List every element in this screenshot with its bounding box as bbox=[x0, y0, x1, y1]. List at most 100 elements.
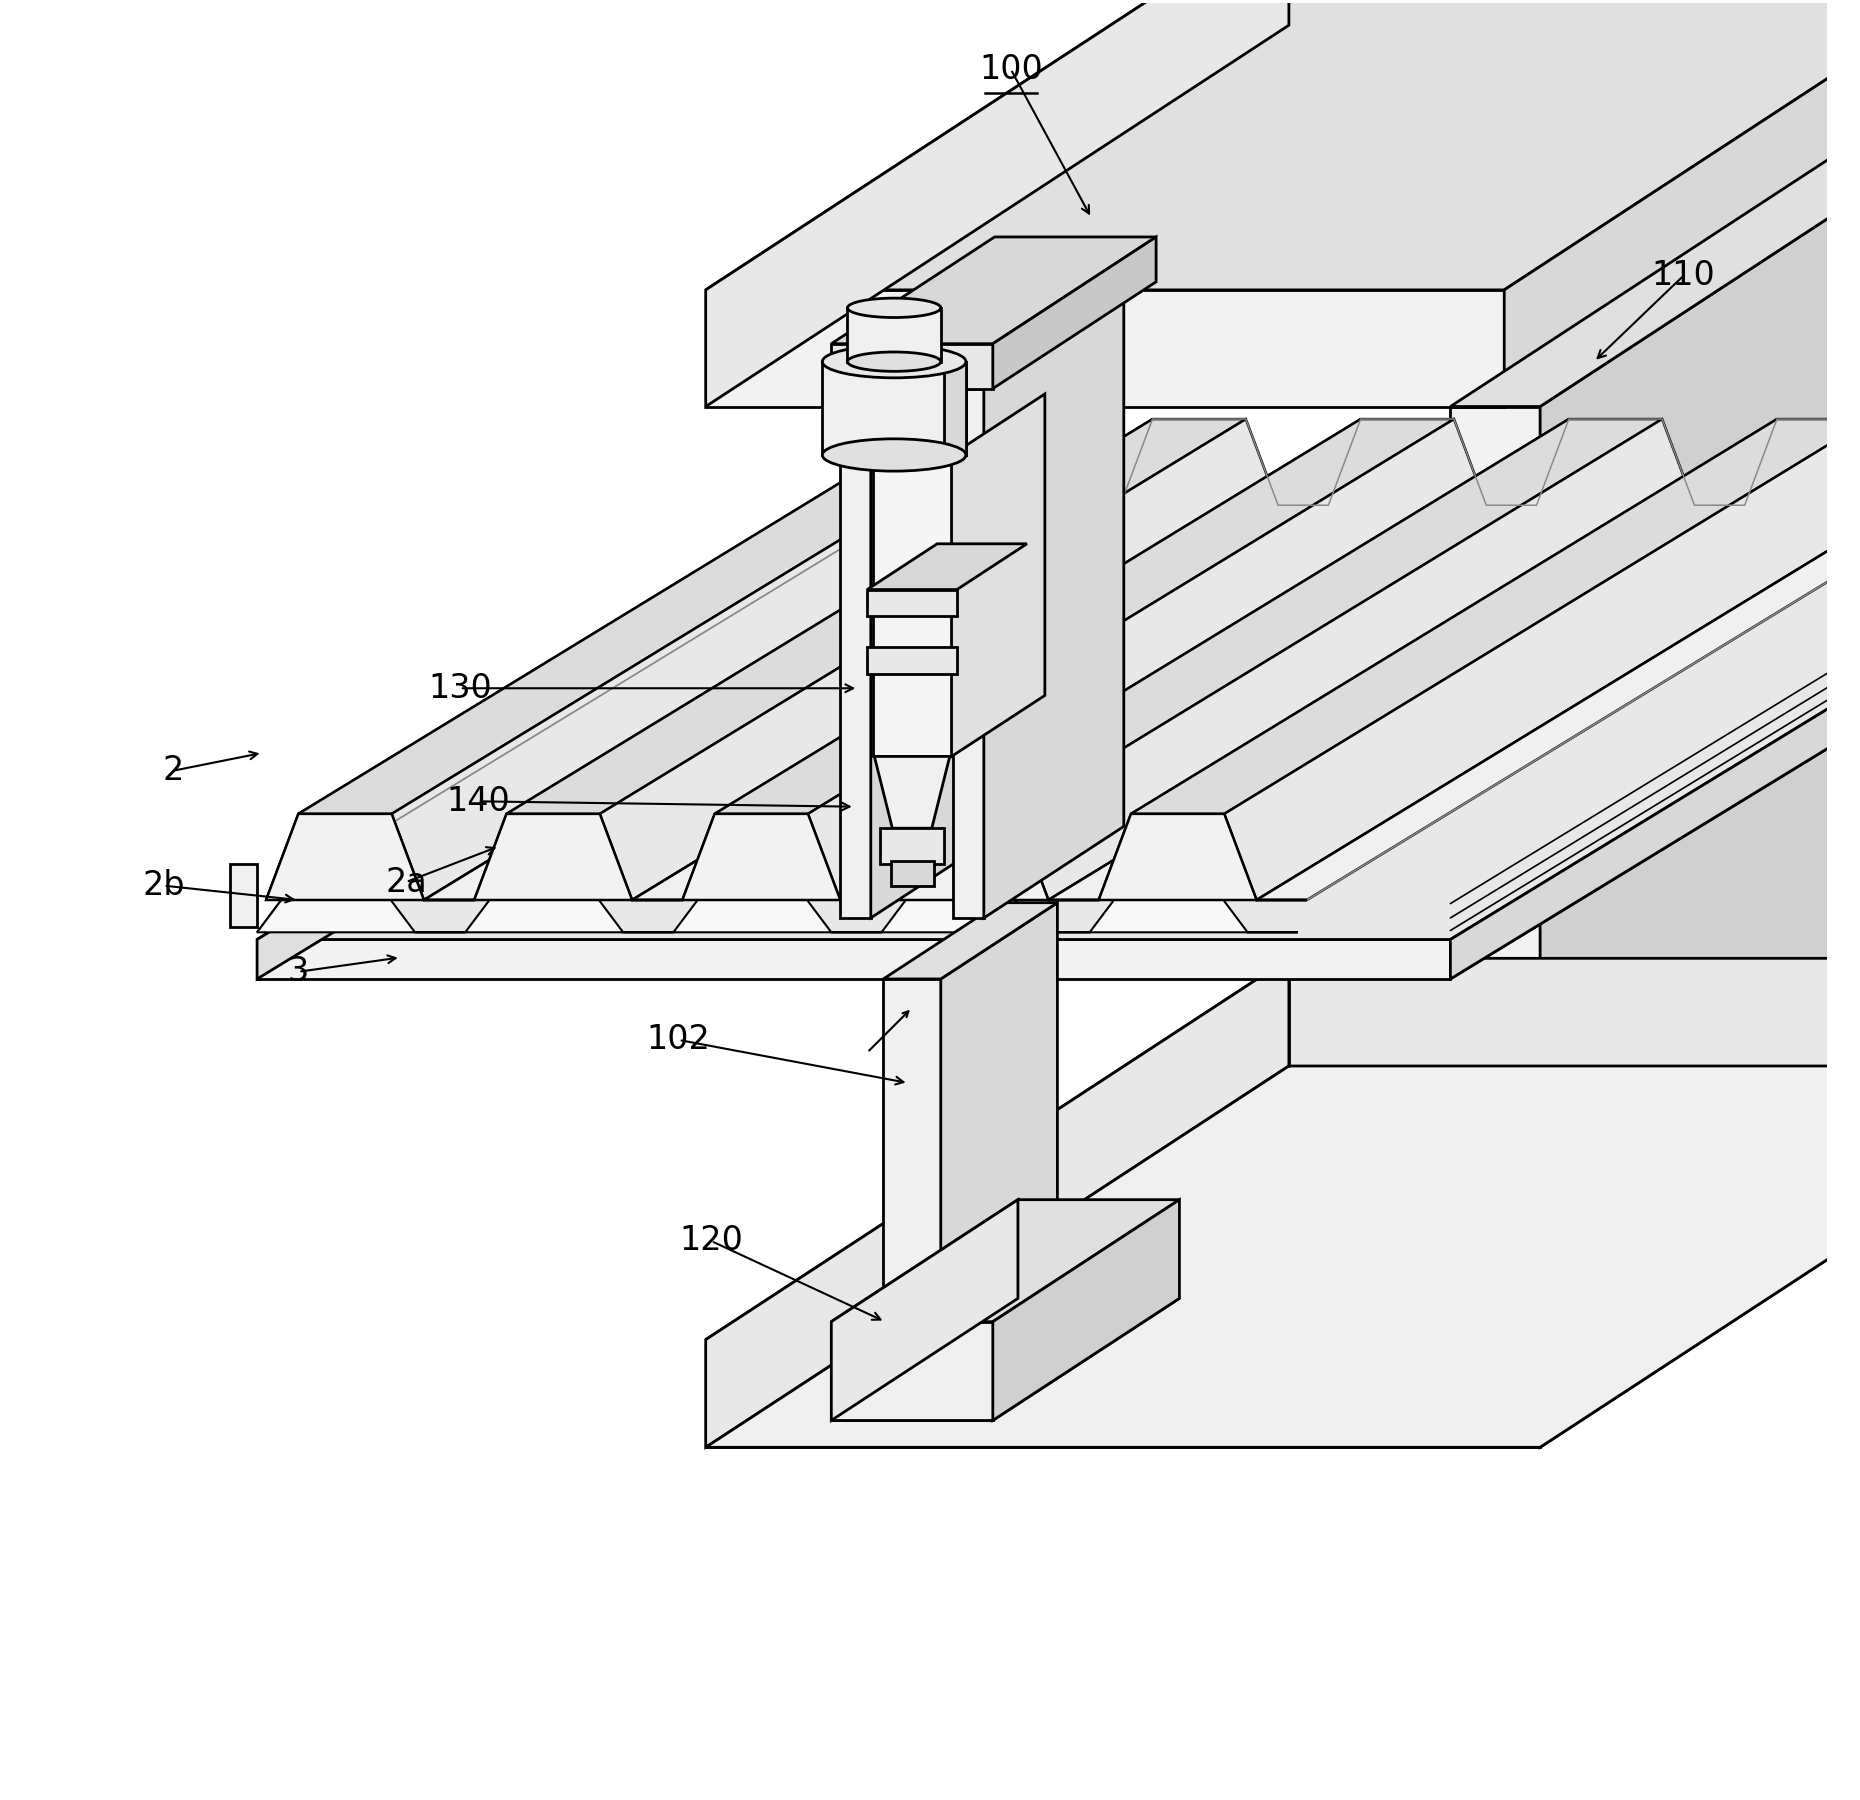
Polygon shape bbox=[807, 419, 1486, 900]
Polygon shape bbox=[884, 979, 941, 1321]
Polygon shape bbox=[298, 419, 1038, 814]
Polygon shape bbox=[874, 756, 950, 828]
Polygon shape bbox=[913, 495, 1654, 889]
Polygon shape bbox=[623, 538, 1319, 932]
Polygon shape bbox=[231, 864, 257, 927]
Polygon shape bbox=[831, 538, 1527, 932]
Polygon shape bbox=[1040, 538, 1735, 932]
Polygon shape bbox=[891, 419, 1568, 900]
Polygon shape bbox=[673, 495, 1352, 932]
Text: 102: 102 bbox=[647, 1024, 711, 1057]
Polygon shape bbox=[497, 495, 1237, 889]
Polygon shape bbox=[1248, 538, 1860, 932]
Polygon shape bbox=[1248, 538, 1860, 932]
Polygon shape bbox=[800, 495, 1477, 932]
Polygon shape bbox=[882, 495, 1561, 932]
Polygon shape bbox=[383, 495, 1060, 932]
Polygon shape bbox=[831, 1199, 1179, 1321]
Polygon shape bbox=[1131, 419, 1860, 814]
Ellipse shape bbox=[822, 439, 965, 472]
Text: 2a: 2a bbox=[385, 866, 428, 898]
Text: 2: 2 bbox=[162, 754, 184, 787]
Polygon shape bbox=[465, 495, 1144, 932]
Ellipse shape bbox=[822, 346, 965, 378]
Polygon shape bbox=[1099, 419, 1776, 900]
Polygon shape bbox=[993, 238, 1157, 389]
Polygon shape bbox=[841, 297, 1010, 389]
Polygon shape bbox=[266, 814, 1308, 900]
Polygon shape bbox=[891, 860, 934, 886]
Polygon shape bbox=[474, 419, 1153, 900]
Polygon shape bbox=[705, 958, 1289, 1447]
Polygon shape bbox=[1215, 495, 1860, 932]
Polygon shape bbox=[257, 889, 1298, 932]
Polygon shape bbox=[623, 538, 1269, 932]
Polygon shape bbox=[257, 495, 936, 932]
Polygon shape bbox=[822, 362, 965, 455]
Polygon shape bbox=[1505, 0, 1860, 407]
Polygon shape bbox=[954, 297, 1123, 389]
Text: 110: 110 bbox=[1652, 259, 1715, 292]
Polygon shape bbox=[705, 290, 1505, 407]
Polygon shape bbox=[984, 297, 1123, 918]
Polygon shape bbox=[705, 0, 1289, 407]
Polygon shape bbox=[1040, 538, 1685, 932]
Polygon shape bbox=[1006, 495, 1685, 932]
Polygon shape bbox=[941, 902, 1056, 1321]
Polygon shape bbox=[290, 495, 1029, 889]
Polygon shape bbox=[884, 902, 1056, 979]
Polygon shape bbox=[1049, 506, 1745, 900]
Polygon shape bbox=[591, 495, 1269, 932]
Polygon shape bbox=[257, 545, 1860, 940]
Polygon shape bbox=[415, 538, 1110, 932]
Polygon shape bbox=[632, 506, 1328, 900]
Polygon shape bbox=[632, 506, 1278, 900]
Polygon shape bbox=[257, 585, 1860, 979]
Polygon shape bbox=[1451, 407, 1540, 1420]
Polygon shape bbox=[705, 1339, 1540, 1447]
Polygon shape bbox=[257, 940, 1451, 979]
Polygon shape bbox=[945, 362, 965, 455]
Polygon shape bbox=[1540, 958, 1860, 1447]
Polygon shape bbox=[848, 308, 941, 362]
Polygon shape bbox=[880, 828, 945, 864]
Polygon shape bbox=[831, 538, 1477, 932]
Polygon shape bbox=[683, 419, 1362, 900]
Polygon shape bbox=[424, 506, 1120, 900]
Text: 2b: 2b bbox=[143, 869, 186, 902]
Text: 140: 140 bbox=[446, 785, 510, 817]
Polygon shape bbox=[841, 506, 1486, 900]
Polygon shape bbox=[831, 238, 1157, 344]
Text: 120: 120 bbox=[679, 1224, 742, 1258]
Polygon shape bbox=[1257, 506, 1860, 900]
Polygon shape bbox=[599, 419, 1278, 900]
Polygon shape bbox=[415, 538, 1060, 932]
Polygon shape bbox=[714, 419, 1455, 814]
Polygon shape bbox=[952, 394, 1045, 756]
Polygon shape bbox=[705, 0, 1860, 290]
Polygon shape bbox=[705, 495, 1445, 889]
Polygon shape bbox=[872, 455, 952, 756]
Polygon shape bbox=[705, 1066, 1860, 1447]
Polygon shape bbox=[1090, 495, 1769, 932]
Polygon shape bbox=[954, 389, 984, 918]
Ellipse shape bbox=[848, 353, 941, 371]
Polygon shape bbox=[1049, 506, 1694, 900]
Polygon shape bbox=[1451, 545, 1860, 979]
Text: 130: 130 bbox=[428, 671, 491, 706]
Polygon shape bbox=[923, 419, 1663, 814]
Polygon shape bbox=[867, 544, 1027, 590]
Polygon shape bbox=[867, 646, 956, 673]
Polygon shape bbox=[257, 860, 387, 979]
Ellipse shape bbox=[848, 299, 941, 317]
Polygon shape bbox=[831, 1321, 993, 1420]
Polygon shape bbox=[392, 419, 1070, 900]
Polygon shape bbox=[1122, 495, 1860, 889]
Polygon shape bbox=[1257, 506, 1860, 900]
Polygon shape bbox=[870, 297, 1010, 918]
Polygon shape bbox=[831, 1298, 1179, 1420]
Polygon shape bbox=[841, 506, 1536, 900]
Polygon shape bbox=[266, 419, 945, 900]
Polygon shape bbox=[506, 419, 1246, 814]
Polygon shape bbox=[993, 1199, 1179, 1420]
